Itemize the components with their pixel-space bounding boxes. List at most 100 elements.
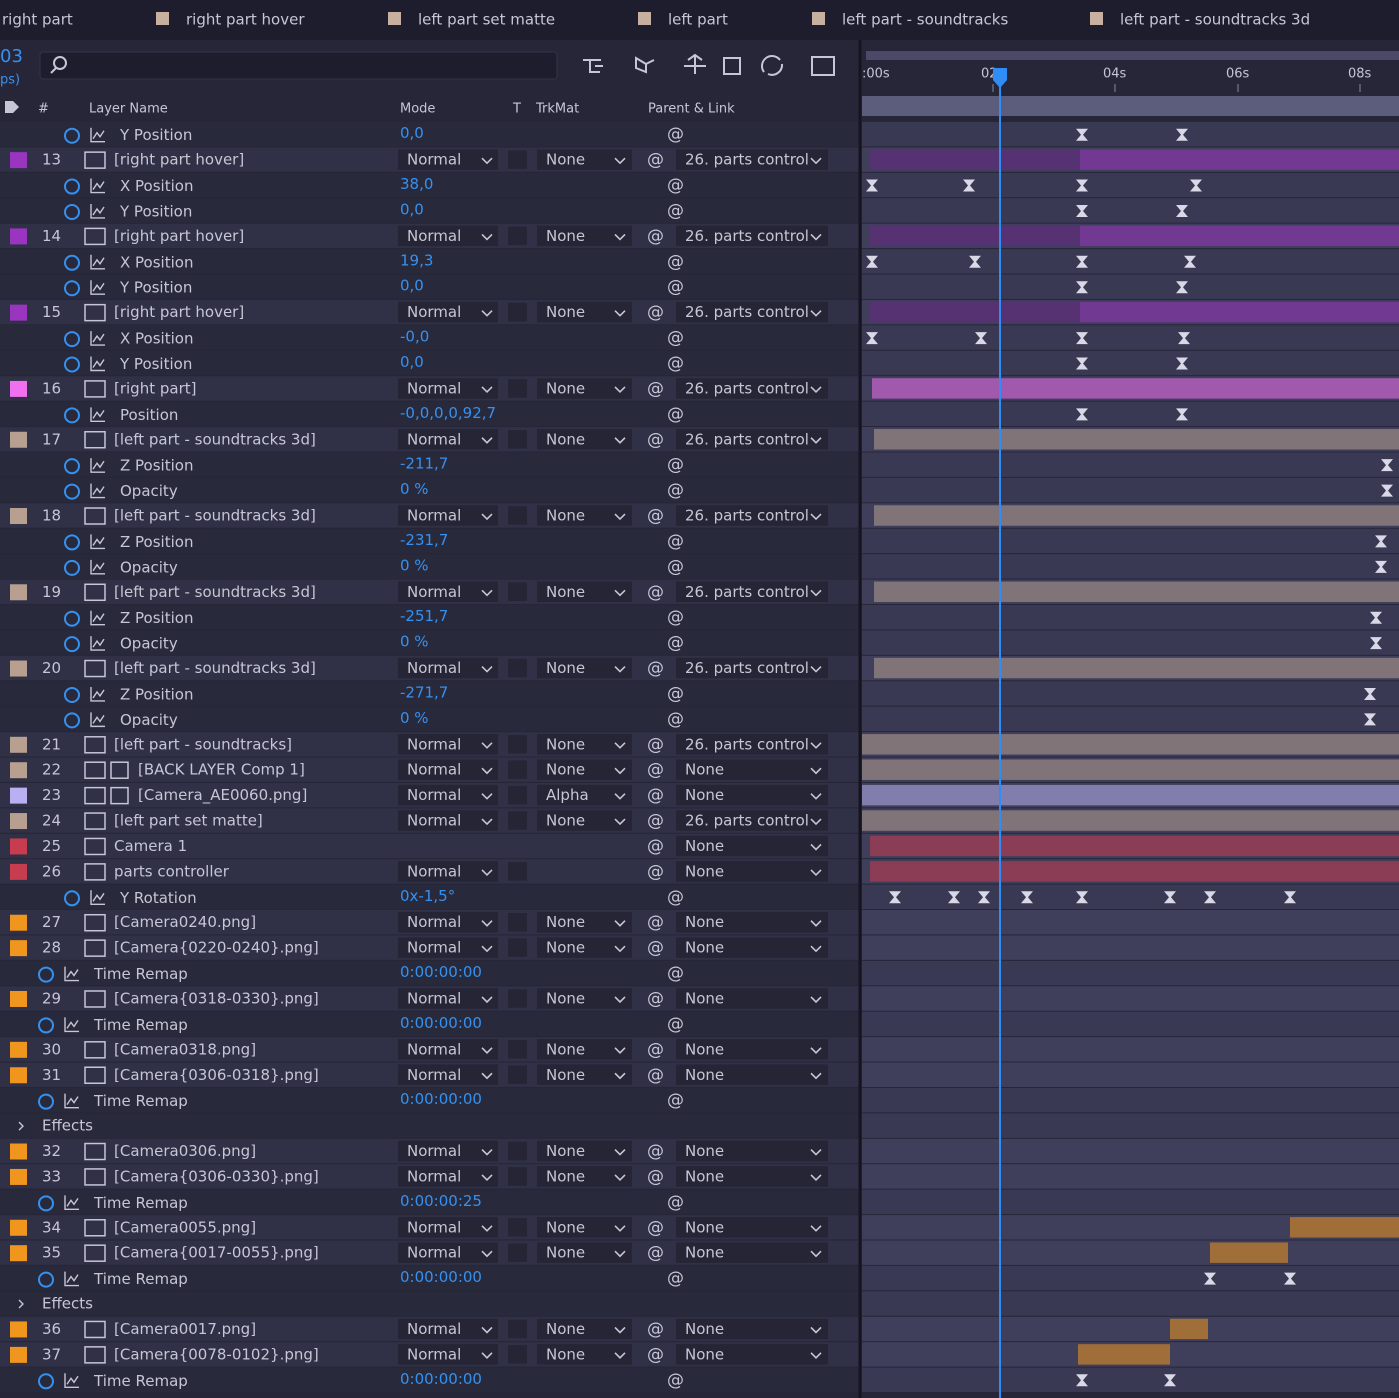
parent[interactable]: 26. parts control bbox=[685, 659, 809, 677]
keyframe[interactable] bbox=[866, 255, 878, 268]
mode[interactable]: Normal bbox=[407, 862, 461, 880]
tab[interactable]: left part - soundtracks 3d bbox=[1120, 11, 1310, 29]
label-swatch[interactable] bbox=[10, 838, 27, 855]
mode[interactable]: Normal bbox=[407, 913, 461, 931]
trkmat[interactable]: None bbox=[546, 379, 585, 397]
layer-name[interactable]: [BACK LAYER Comp 1] bbox=[138, 761, 305, 779]
keyframe[interactable] bbox=[866, 332, 878, 345]
trkmat-dropdown[interactable] bbox=[537, 988, 632, 1009]
track-matte-toggle[interactable] bbox=[508, 1065, 527, 1084]
label-swatch[interactable] bbox=[10, 380, 27, 397]
stopwatch[interactable] bbox=[64, 458, 80, 475]
trkmat-dropdown[interactable] bbox=[537, 784, 632, 806]
stopwatch[interactable] bbox=[38, 1195, 54, 1212]
parent[interactable]: None bbox=[685, 1167, 724, 1185]
track-matte-toggle[interactable] bbox=[508, 760, 527, 779]
label-swatch[interactable] bbox=[10, 660, 27, 677]
trkmat-dropdown[interactable] bbox=[537, 657, 632, 679]
trkmat-dropdown[interactable] bbox=[537, 429, 632, 450]
label-swatch[interactable] bbox=[10, 813, 27, 830]
label-swatch[interactable] bbox=[10, 736, 27, 753]
mode-dropdown[interactable] bbox=[398, 657, 498, 679]
keyframe[interactable] bbox=[1164, 891, 1176, 904]
track-matte-toggle[interactable] bbox=[508, 1345, 527, 1364]
mode[interactable]: Normal bbox=[407, 1142, 461, 1160]
trkmat[interactable]: None bbox=[546, 507, 585, 525]
track-matte-toggle[interactable] bbox=[508, 150, 527, 169]
parent-dropdown[interactable] bbox=[676, 1344, 828, 1365]
stopwatch[interactable] bbox=[64, 203, 80, 220]
stopwatch[interactable] bbox=[64, 890, 80, 907]
keyframe[interactable] bbox=[1076, 204, 1088, 217]
parent-dropdown[interactable] bbox=[676, 861, 828, 882]
parent-dropdown[interactable] bbox=[676, 505, 828, 526]
tab[interactable]: left part set matte bbox=[418, 11, 555, 29]
mode-dropdown[interactable] bbox=[398, 1039, 498, 1060]
keyframe[interactable] bbox=[1176, 281, 1188, 294]
property-value[interactable]: 0x-1,5° bbox=[400, 887, 455, 905]
property-value[interactable]: 0:00:00:00 bbox=[400, 1268, 482, 1286]
mode[interactable]: Normal bbox=[407, 1218, 461, 1236]
parent-dropdown[interactable] bbox=[676, 1217, 828, 1238]
track-matte-toggle[interactable] bbox=[508, 379, 527, 398]
property-value[interactable]: -211,7 bbox=[400, 455, 448, 473]
keyframe[interactable] bbox=[1204, 1272, 1216, 1285]
label-swatch[interactable] bbox=[10, 1168, 27, 1185]
parent-dropdown[interactable] bbox=[676, 1039, 828, 1060]
parent[interactable]: None bbox=[685, 1320, 724, 1338]
parent[interactable]: 26. parts control bbox=[685, 507, 809, 525]
layer-name[interactable]: [left part - soundtracks 3d] bbox=[114, 507, 316, 525]
keyframe[interactable] bbox=[1076, 281, 1088, 294]
trkmat[interactable]: None bbox=[546, 151, 585, 169]
mode-dropdown[interactable] bbox=[398, 1318, 498, 1340]
keyframe[interactable] bbox=[969, 255, 981, 268]
trkmat[interactable]: None bbox=[546, 1244, 585, 1262]
label-swatch[interactable] bbox=[10, 940, 27, 957]
parent[interactable]: 26. parts control bbox=[685, 812, 809, 830]
mode-dropdown[interactable] bbox=[398, 378, 498, 399]
layer-name[interactable]: [Camera{0078-0102}.png] bbox=[114, 1345, 319, 1363]
stopwatch[interactable] bbox=[64, 356, 80, 373]
label-swatch[interactable] bbox=[10, 431, 27, 448]
property-value[interactable]: 0 % bbox=[400, 633, 429, 651]
parent-dropdown[interactable] bbox=[676, 759, 828, 780]
layer-name[interactable]: [Camera0055.png] bbox=[114, 1218, 256, 1236]
track-matte-toggle[interactable] bbox=[508, 1167, 527, 1186]
label-swatch[interactable] bbox=[10, 152, 27, 169]
layer-name[interactable]: [Camera{0220-0240}.png] bbox=[114, 939, 319, 957]
mode-dropdown[interactable] bbox=[398, 912, 498, 933]
property-value[interactable]: -0,0 bbox=[400, 328, 429, 346]
track-matte-toggle[interactable] bbox=[508, 938, 527, 957]
trkmat-dropdown[interactable] bbox=[537, 301, 632, 323]
property-value[interactable]: 19,3 bbox=[400, 251, 433, 269]
trkmat[interactable]: None bbox=[546, 1345, 585, 1363]
trkmat-dropdown[interactable] bbox=[537, 734, 632, 755]
mode[interactable]: Normal bbox=[407, 583, 461, 601]
mode-dropdown[interactable] bbox=[398, 429, 498, 450]
stopwatch[interactable] bbox=[38, 1373, 54, 1390]
label-swatch[interactable] bbox=[10, 1041, 27, 1058]
mode-dropdown[interactable] bbox=[398, 581, 498, 602]
parent-dropdown[interactable] bbox=[676, 1140, 828, 1162]
track-matte-toggle[interactable] bbox=[508, 226, 527, 246]
parent[interactable]: None bbox=[685, 939, 724, 957]
property-value[interactable]: 0,0 bbox=[400, 200, 424, 218]
stopwatch[interactable] bbox=[64, 254, 80, 271]
stopwatch[interactable] bbox=[64, 686, 80, 703]
mode[interactable]: Normal bbox=[407, 303, 461, 321]
track-matte-toggle[interactable] bbox=[508, 582, 527, 601]
trkmat-dropdown[interactable] bbox=[537, 378, 632, 399]
trkmat[interactable]: None bbox=[546, 1320, 585, 1338]
parent-dropdown[interactable] bbox=[676, 810, 828, 831]
trkmat[interactable]: None bbox=[546, 1040, 585, 1058]
mode-dropdown[interactable] bbox=[398, 988, 498, 1009]
mode[interactable]: Normal bbox=[407, 1066, 461, 1084]
label-swatch[interactable] bbox=[10, 990, 27, 1007]
mode[interactable]: Normal bbox=[407, 1345, 461, 1363]
parent-dropdown[interactable] bbox=[676, 378, 828, 399]
trkmat-dropdown[interactable] bbox=[537, 937, 632, 958]
keyframe[interactable] bbox=[1076, 255, 1088, 268]
property-value[interactable]: 0:00:00:00 bbox=[400, 1370, 482, 1388]
layer-name[interactable]: [right part hover] bbox=[114, 303, 244, 321]
mode-dropdown[interactable] bbox=[398, 149, 498, 170]
